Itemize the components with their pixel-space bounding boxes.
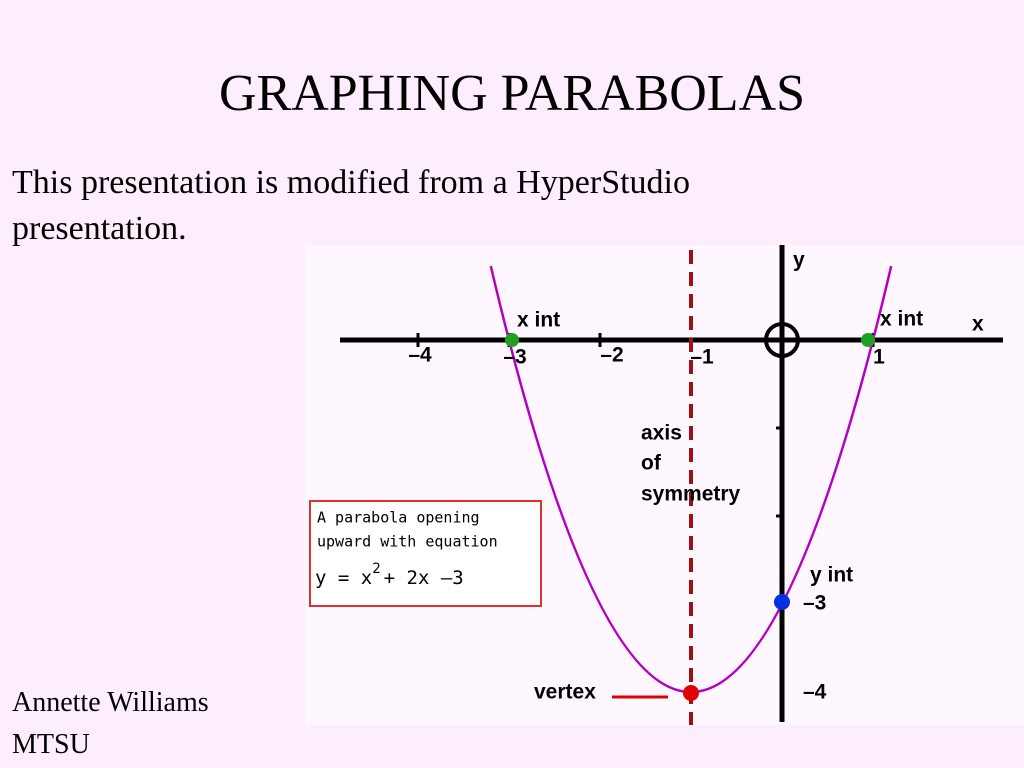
x-tick-label: –3: [503, 346, 526, 369]
equation: y = x2 + 2x –3: [315, 561, 464, 589]
x-intercept-label: x int: [880, 308, 923, 331]
equation-box-frame: [309, 500, 542, 607]
origin-circle: [764, 322, 800, 358]
x-axis-label: x: [972, 313, 984, 336]
vertex-label: vertex: [534, 681, 596, 704]
vertex-point: [683, 685, 699, 701]
x-tick-label: 1: [873, 346, 885, 369]
x-tick-label: –1: [690, 346, 714, 369]
y-intercept-point: [774, 594, 790, 610]
equation-box-line: upward with equation: [317, 533, 498, 551]
slide-title: GRAPHING PARABOLAS: [218, 65, 806, 122]
x-intercept-label: x int: [517, 309, 560, 332]
equation-box-line: A parabola opening: [317, 509, 480, 527]
symmetry-label: of: [641, 452, 662, 475]
equation-exponent: 2: [372, 561, 380, 577]
y-intercept-label: y int: [810, 564, 853, 587]
x-tick-label: –2: [600, 344, 623, 367]
x-tick-label: –4: [408, 344, 432, 367]
vertex-value: –4: [803, 681, 827, 704]
author-affiliation: MTSU: [12, 729, 90, 760]
equation-part: + 2x –3: [384, 567, 464, 589]
x-intercept-point: [861, 333, 875, 347]
x-intercept-point: [505, 333, 519, 347]
y-axis-label: y: [793, 249, 805, 272]
intro-text: This presentation is modified from a Hyp…: [12, 164, 690, 247]
equation-box: A parabola opening upward with equation …: [309, 500, 542, 607]
symmetry-label: symmetry: [641, 483, 741, 506]
symmetry-label: axis: [641, 422, 682, 445]
y-intercept-value: –3: [803, 592, 826, 615]
graph-background: [305, 245, 1024, 725]
equation-part: y = x: [315, 567, 372, 589]
author-name: Annette Williams: [12, 687, 209, 718]
